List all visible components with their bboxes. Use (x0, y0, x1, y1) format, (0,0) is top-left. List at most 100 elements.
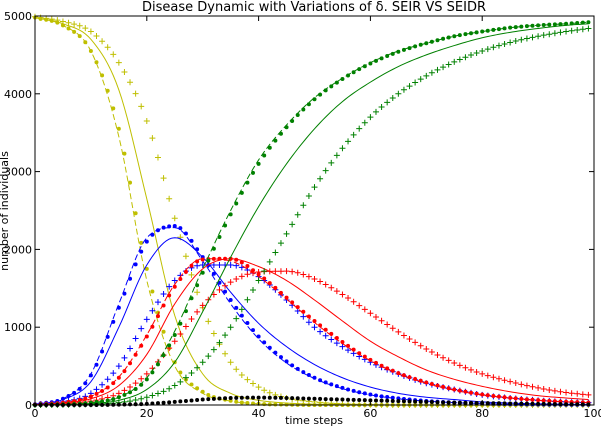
data-point (508, 395, 513, 400)
data-point (121, 68, 128, 75)
data-point (251, 401, 256, 406)
data-point (361, 119, 368, 126)
data-point (234, 399, 239, 404)
data-point (311, 324, 318, 331)
data-point (406, 335, 413, 342)
data-point (495, 42, 502, 49)
data-point (480, 29, 485, 34)
data-point (434, 66, 441, 73)
data-point (244, 271, 251, 278)
data-point (346, 387, 351, 392)
data-point (289, 268, 296, 275)
data-point (144, 377, 149, 382)
data-point (278, 131, 283, 136)
x-axis: 0 20 40 60 80 100 (32, 16, 601, 420)
data-point (195, 283, 200, 288)
data-point (473, 49, 480, 56)
data-point (568, 27, 575, 34)
data-point (150, 289, 155, 294)
data-point (284, 125, 289, 130)
data-point (350, 298, 357, 305)
data-point (334, 384, 339, 389)
data-point (524, 397, 529, 402)
data-point (367, 310, 374, 317)
data-point (529, 34, 536, 41)
data-point (182, 253, 189, 260)
data-point (266, 268, 273, 275)
data-point (227, 359, 234, 366)
data-point (244, 296, 251, 303)
data-point (223, 396, 228, 401)
x-tick-label: 20 (140, 407, 154, 420)
data-point (575, 402, 580, 407)
data-point (267, 145, 272, 150)
data-point (48, 16, 55, 23)
data-point (339, 343, 346, 350)
data-point (295, 113, 300, 118)
data-point (417, 342, 424, 349)
data-point (546, 386, 553, 393)
data-point (295, 305, 300, 310)
data-point (456, 56, 463, 63)
data-point (195, 247, 200, 252)
data-point (535, 33, 542, 40)
data-point (160, 388, 167, 395)
data-point (138, 325, 145, 332)
data-point (557, 29, 564, 36)
data-point (150, 324, 155, 329)
data-point (462, 54, 469, 61)
data-point (172, 284, 177, 289)
x-tick-label: 60 (363, 407, 377, 420)
data-point (267, 395, 272, 400)
data-point (178, 370, 183, 375)
data-point (206, 392, 211, 397)
data-point (127, 384, 134, 391)
data-point (417, 76, 424, 83)
data-point (194, 289, 201, 296)
data-point (128, 361, 133, 366)
data-point (334, 397, 339, 402)
data-point (255, 277, 262, 284)
data-point (87, 28, 94, 35)
data-point (536, 23, 541, 28)
series-line (34, 21, 589, 406)
data-point (239, 260, 244, 265)
data-point (138, 395, 145, 402)
data-point (502, 401, 507, 406)
data-point (362, 391, 367, 396)
data-point (390, 398, 395, 403)
y-tick-label: 5000 (4, 10, 32, 23)
data-point (188, 315, 195, 322)
data-point (333, 400, 340, 407)
data-point (424, 41, 429, 46)
y-tick-label: 4000 (4, 88, 32, 101)
data-point (523, 35, 530, 42)
data-point (423, 72, 430, 79)
data-point (172, 399, 177, 404)
data-point (312, 318, 317, 323)
data-point (345, 138, 352, 145)
data-point (367, 114, 374, 121)
series-line (34, 227, 589, 406)
data-point (161, 353, 166, 358)
data-point (216, 261, 223, 268)
data-point (445, 61, 452, 68)
data-point (211, 271, 216, 276)
series-line (34, 258, 589, 406)
data-point (273, 285, 278, 290)
series-12-solid (34, 23, 589, 406)
series-line (34, 17, 589, 406)
data-point (385, 398, 390, 403)
data-point (88, 49, 93, 54)
data-point (350, 131, 357, 138)
data-point (128, 390, 133, 395)
x-tick-label: 40 (252, 407, 266, 420)
data-point (223, 289, 228, 294)
data-point (558, 402, 563, 407)
data-point (233, 262, 240, 269)
data-point (435, 38, 440, 43)
data-point (306, 102, 311, 107)
data-point (244, 376, 251, 383)
data-point (256, 161, 261, 166)
data-point (178, 399, 183, 404)
